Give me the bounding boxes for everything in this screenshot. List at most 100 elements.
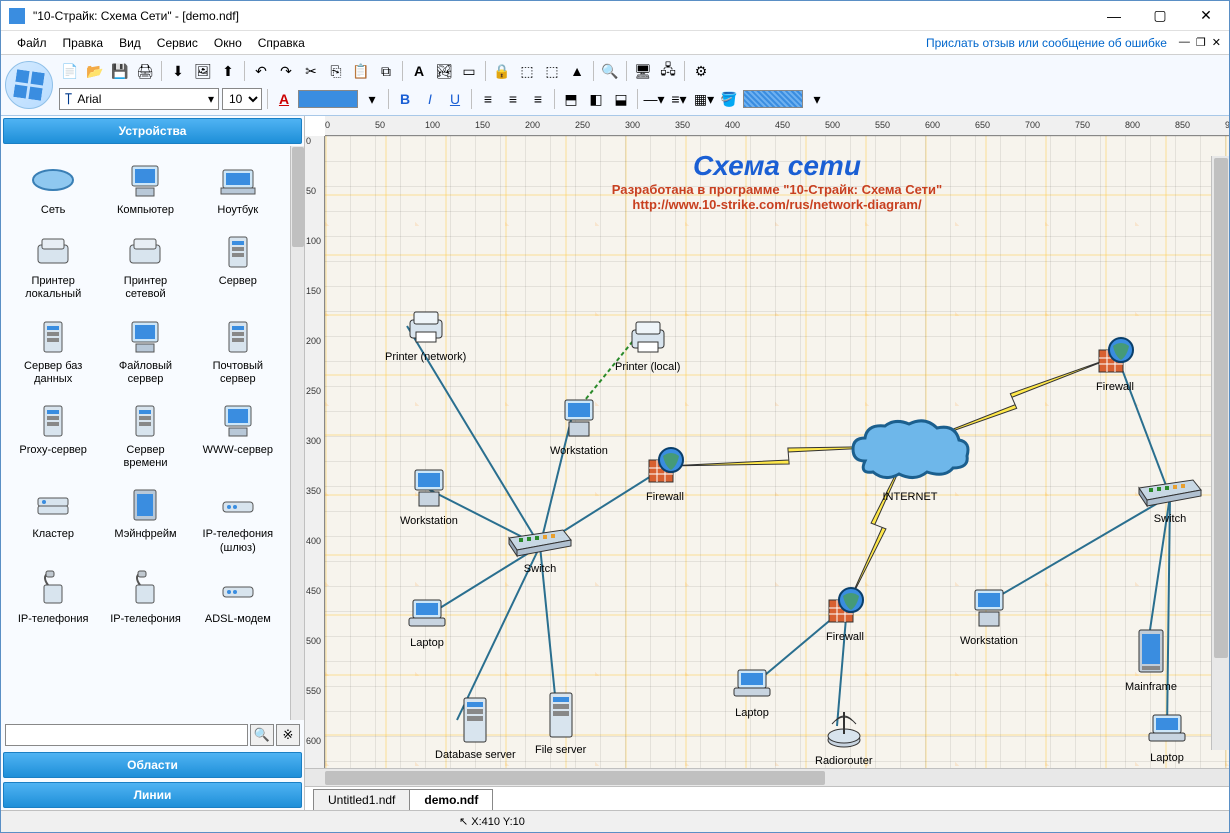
device-item[interactable]: Почтовый сервер [194,310,282,390]
align-right-icon[interactable]: ≡ [527,88,549,110]
valign-mid-icon[interactable]: ◧ [585,88,607,110]
menu-view[interactable]: Вид [111,34,149,52]
device-item[interactable]: WWW-сервер [194,394,282,474]
device-item[interactable]: IP-телефония (шлюз) [194,478,282,558]
node-laptop[interactable]: Laptop [405,596,449,649]
device-item[interactable]: Кластер [9,478,97,558]
font-family-select[interactable]: ꓄Arial ▾ [59,88,219,110]
device-item[interactable]: Сеть [9,154,97,221]
app-logo[interactable] [5,61,53,109]
device-item[interactable]: Proxy-сервер [9,394,97,474]
device-item[interactable]: Сервер времени [101,394,189,474]
device-item[interactable]: Ноутбук [194,154,282,221]
search-input[interactable] [5,724,248,746]
menu-window[interactable]: Окно [206,34,250,52]
node-firewall[interactable]: Firewall [1095,336,1135,393]
node-switch[interactable]: Switch [505,526,575,575]
device-item[interactable]: Файловый сервер [101,310,189,390]
color-dd-icon[interactable]: ▾ [361,88,383,110]
file-tab[interactable]: demo.ndf [409,789,493,810]
zoom-icon[interactable]: 🔍 [599,60,621,82]
scan-icon[interactable]: 🖥 [632,60,654,82]
device-item[interactable]: IP-телефония [9,563,97,630]
device-item[interactable]: Мэйнфрейм [101,478,189,558]
italic-icon[interactable]: I [419,88,441,110]
device-item[interactable]: Принтер сетевой [101,225,189,305]
filter-icon[interactable]: ※ [276,724,300,746]
group-icon[interactable]: ⬚ [516,60,538,82]
canvas-hscroll[interactable] [305,768,1229,786]
align-center-icon[interactable]: ≡ [502,88,524,110]
pattern-dd-icon[interactable]: ▾ [806,88,828,110]
node-laptop[interactable]: Laptop [730,666,774,719]
node-pc[interactable]: Workstation [960,586,1018,647]
node-pc[interactable]: Workstation [550,396,608,457]
file-tab[interactable]: Untitled1.ndf [313,789,410,810]
node-cloud[interactable]: INTERNET [845,416,975,503]
menu-file[interactable]: Файл [9,34,55,52]
device-item[interactable]: Принтер локальный [9,225,97,305]
bucket-icon[interactable]: 🪣 [718,88,740,110]
font-color-icon[interactable]: A [273,88,295,110]
new-icon[interactable]: 📄 [59,60,81,82]
save-icon[interactable]: 💾 [109,60,131,82]
sidebar-lines-header[interactable]: Линии [3,782,302,808]
node-server[interactable]: Database server [435,696,516,761]
node-laptop[interactable]: Laptop [1145,711,1189,764]
maximize-button[interactable]: ▢ [1137,1,1183,31]
line-weight-icon[interactable]: ≡▾ [668,88,690,110]
fill-pattern[interactable] [743,90,803,108]
canvas-vscroll[interactable] [1211,156,1229,750]
fill-color[interactable] [298,90,358,108]
copy-icon[interactable]: ⎘ [325,60,347,82]
minimize-button[interactable]: — [1091,1,1137,31]
import-icon[interactable]: ⬆ [217,60,239,82]
valign-bot-icon[interactable]: ⬓ [610,88,632,110]
export-icon[interactable]: ⬇ [167,60,189,82]
lock-icon[interactable]: 🔒 [491,60,513,82]
node-switch[interactable]: Switch [1135,476,1205,525]
node-firewall[interactable]: Firewall [825,586,865,643]
feedback-link[interactable]: Прислать отзыв или сообщение об ошибке [926,36,1167,50]
node-server[interactable]: File server [535,691,586,756]
node-printer[interactable]: Printer (local) [615,316,680,373]
picture-icon[interactable]: 🏞 [433,60,455,82]
undo-icon[interactable]: ↶ [250,60,272,82]
mdi-close-icon[interactable]: ✕ [1212,36,1221,49]
cut-icon[interactable]: ✂ [300,60,322,82]
sidebar-devices-header[interactable]: Устройства [3,118,302,144]
mdi-restore-icon[interactable]: ❐ [1196,36,1206,49]
bold-icon[interactable]: B [394,88,416,110]
line-style-icon[interactable]: —▾ [643,88,665,110]
text-icon[interactable]: A [408,60,430,82]
device-item[interactable]: Компьютер [101,154,189,221]
node-firewall[interactable]: Firewall [645,446,685,503]
front-icon[interactable]: ▲ [566,60,588,82]
device-item[interactable]: Сервер [194,225,282,305]
settings-icon[interactable]: ⚙ [690,60,712,82]
device-item[interactable]: Сервер баз данных [9,310,97,390]
redo-icon[interactable]: ↷ [275,60,297,82]
print-icon[interactable]: 🖨 [134,60,156,82]
node-printer[interactable]: Printer (network) [385,306,466,363]
object-icon[interactable]: ▭ [458,60,480,82]
ungroup-icon[interactable]: ⬚ [541,60,563,82]
device-item[interactable]: IP-телефония [101,563,189,630]
valign-top-icon[interactable]: ⬒ [560,88,582,110]
sidebar-scrollbar[interactable] [290,146,304,720]
paste-icon[interactable]: 📋 [350,60,372,82]
device-item[interactable]: ADSL-модем [194,563,282,630]
font-size-select[interactable]: 10 [222,88,262,110]
menu-help[interactable]: Справка [250,34,313,52]
align-left-icon[interactable]: ≡ [477,88,499,110]
open-icon[interactable]: 📂 [84,60,106,82]
menu-edit[interactable]: Правка [55,34,112,52]
scan2-icon[interactable]: 🖧 [657,60,679,82]
node-router[interactable]: Radiorouter [815,706,872,767]
mdi-min-icon[interactable]: — [1179,36,1190,49]
pattern-icon[interactable]: ▦▾ [693,88,715,110]
canvas[interactable]: Схема сети Разработана в программе "10-С… [325,136,1229,768]
underline-icon[interactable]: U [444,88,466,110]
image-icon[interactable]: 🖼 [192,60,214,82]
search-icon[interactable]: 🔍 [250,724,274,746]
